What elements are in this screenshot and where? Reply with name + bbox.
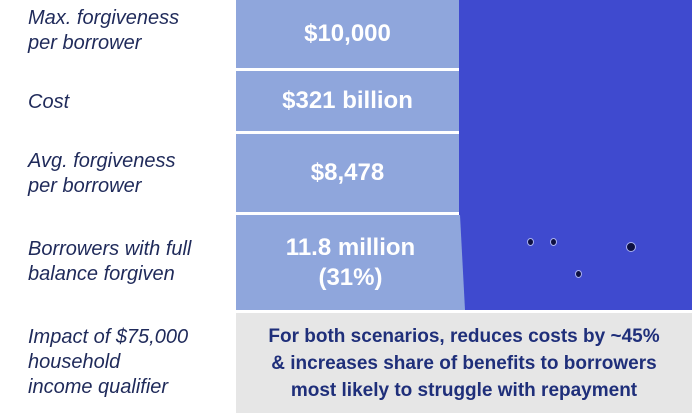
row-label-income-qualifier: Impact of $75,000 household income quali… [28,326,189,398]
row-label-cost: Cost [28,91,70,113]
panel-dot [527,238,534,246]
row-divider [236,131,459,134]
panel-dot [550,238,557,246]
row-divider [236,212,459,215]
row-value-full-balance-forgiven: 11.8 million (31%) [236,215,465,310]
panel-dot [626,242,636,252]
row-value-avg-forgiveness: $8,478 [236,134,459,212]
row-label-max-forgiveness: Max. forgiveness per borrower [28,7,180,54]
row-value-cost: $321 billion [236,71,459,131]
row-label-full-balance-forgiven: Borrowers with full balance forgiven [28,238,192,285]
row-value-max-forgiveness: $10,000 [236,0,459,68]
scenario-panel-notch [467,213,692,310]
impact-summary: For both scenarios, reduces costs by ~45… [236,313,692,413]
row-label-avg-forgiveness: Avg. forgiveness per borrower [28,150,176,197]
row-divider [236,68,459,71]
panel-dot [575,270,582,278]
